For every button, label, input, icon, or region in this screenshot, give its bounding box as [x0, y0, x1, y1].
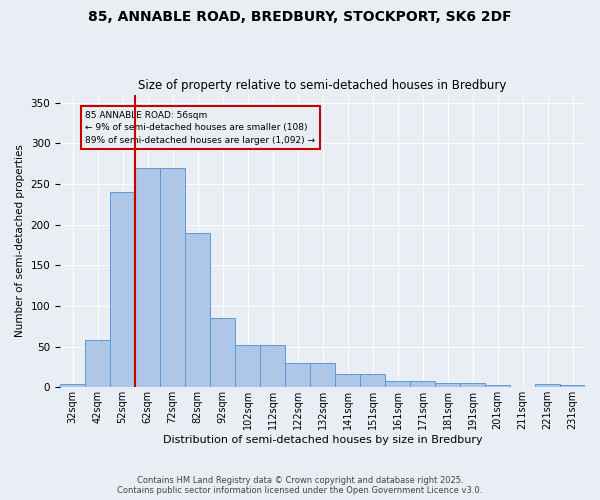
Bar	[360, 374, 385, 388]
Bar	[460, 383, 485, 388]
Bar	[385, 381, 410, 388]
Bar	[260, 345, 285, 388]
Bar	[310, 363, 335, 388]
Y-axis label: Number of semi-detached properties: Number of semi-detached properties	[15, 144, 25, 338]
Title: Size of property relative to semi-detached houses in Bredbury: Size of property relative to semi-detach…	[139, 79, 507, 92]
Bar	[560, 385, 585, 388]
Bar	[285, 363, 310, 388]
Bar	[160, 168, 185, 388]
Bar	[185, 233, 210, 388]
Bar	[110, 192, 135, 388]
Bar	[435, 383, 460, 388]
Bar	[335, 374, 360, 388]
Bar	[235, 345, 260, 388]
Text: Contains HM Land Registry data © Crown copyright and database right 2025.
Contai: Contains HM Land Registry data © Crown c…	[118, 476, 482, 495]
Bar	[85, 340, 110, 388]
Bar	[410, 381, 435, 388]
Text: 85 ANNABLE ROAD: 56sqm
← 9% of semi-detached houses are smaller (108)
89% of sem: 85 ANNABLE ROAD: 56sqm ← 9% of semi-deta…	[85, 111, 315, 145]
Bar	[535, 384, 560, 388]
Bar	[60, 384, 85, 388]
X-axis label: Distribution of semi-detached houses by size in Bredbury: Distribution of semi-detached houses by …	[163, 435, 482, 445]
Bar	[210, 318, 235, 388]
Bar	[135, 168, 160, 388]
Text: 85, ANNABLE ROAD, BREDBURY, STOCKPORT, SK6 2DF: 85, ANNABLE ROAD, BREDBURY, STOCKPORT, S…	[88, 10, 512, 24]
Bar	[485, 385, 510, 388]
